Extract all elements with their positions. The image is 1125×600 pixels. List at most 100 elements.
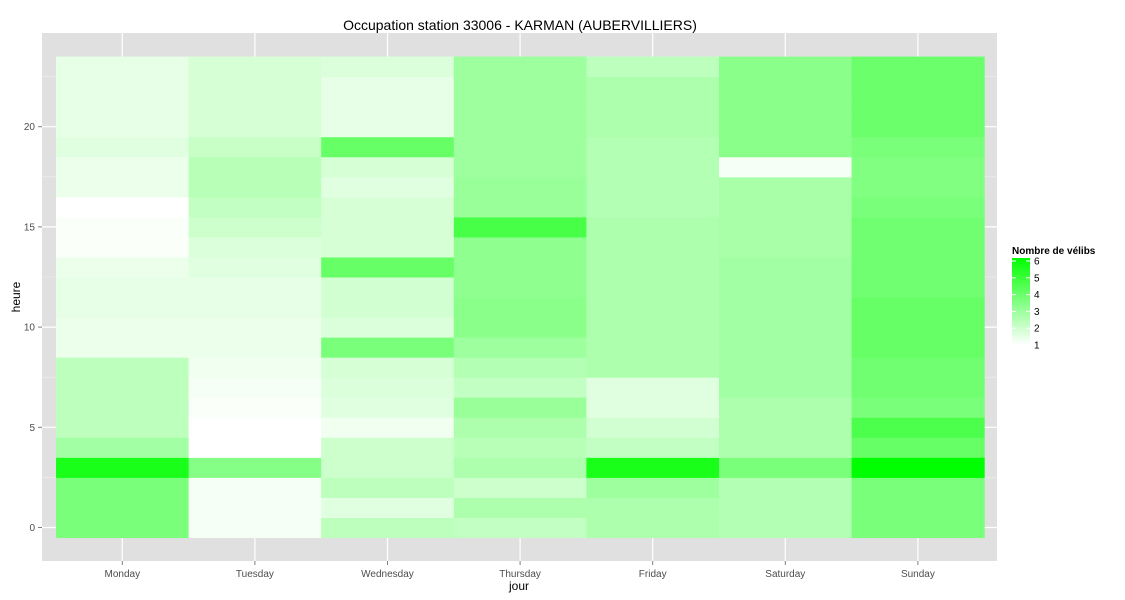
legend-colorbar [1012, 258, 1030, 345]
heatmap-cell [453, 417, 587, 438]
heatmap-cell [851, 517, 985, 539]
heatmap-cell [851, 156, 985, 178]
heatmap-cell [586, 417, 720, 438]
heatmap-cell [719, 196, 853, 218]
heatmap-cell [56, 397, 190, 418]
heatmap-cell [851, 96, 985, 118]
heatmap-cell [453, 76, 587, 98]
heatmap-cell [56, 196, 190, 218]
heatmap-cell [586, 377, 720, 398]
heatmap-cell [321, 277, 455, 298]
x-tick-label: Sunday [901, 569, 935, 580]
heatmap-cell [56, 457, 190, 478]
heatmap-cell [321, 417, 455, 438]
heatmap-cell [453, 337, 587, 358]
heatmap-cell [586, 196, 720, 218]
heatmap-cell [851, 397, 985, 418]
legend-label: 6 [1034, 257, 1040, 268]
heatmap-cell [321, 76, 455, 98]
heatmap-cell [851, 216, 985, 238]
heatmap-cell [188, 397, 322, 418]
heatmap-cell [56, 76, 190, 98]
heatmap-cell [719, 176, 853, 198]
chart-title: Occupation station 33006 - KARMAN (AUBER… [343, 17, 697, 33]
heatmap-cell [719, 497, 853, 518]
heatmap-cell [188, 236, 322, 258]
heatmap-cell [453, 236, 587, 258]
heatmap-cell [851, 56, 985, 78]
heatmap-cell [453, 297, 587, 318]
heatmap-cell [586, 517, 720, 539]
heatmap-cell [586, 317, 720, 338]
heatmap-cell [719, 337, 853, 358]
x-tick-label: Monday [105, 569, 141, 580]
heatmap-cell [188, 457, 322, 478]
heatmap-cells [56, 56, 985, 539]
heatmap-cell [56, 437, 190, 458]
heatmap-cell [453, 116, 587, 138]
heatmap-cell [453, 96, 587, 118]
heatmap-cell [453, 156, 587, 178]
legend-label: 3 [1034, 307, 1040, 318]
heatmap-cell [719, 357, 853, 378]
heatmap-cell [453, 176, 587, 198]
heatmap-cell [321, 517, 455, 539]
heatmap-cell [56, 377, 190, 398]
heatmap-cell [586, 236, 720, 258]
heatmap-cell [56, 417, 190, 438]
heatmap-cell [453, 377, 587, 398]
heatmap-cell [56, 297, 190, 318]
heatmap-cell [719, 377, 853, 398]
x-tick-label: Thursday [499, 569, 541, 580]
heatmap-cell [188, 76, 322, 98]
heatmap-cell [586, 397, 720, 418]
heatmap-cell [586, 136, 720, 158]
heatmap-cell [321, 437, 455, 458]
heatmap-cell [188, 277, 322, 298]
heatmap-cell [56, 477, 190, 498]
heatmap-cell [719, 457, 853, 478]
x-tick-label: Wednesday [361, 569, 414, 580]
heatmap-cell [719, 256, 853, 278]
heatmap-cell [56, 156, 190, 178]
y-tick-label: 5 [29, 423, 35, 434]
heatmap-cell [851, 76, 985, 98]
heatmap-cell [321, 457, 455, 478]
heatmap-cell [719, 156, 853, 178]
x-tick-label: Saturday [765, 569, 805, 580]
heatmap-cell [453, 277, 587, 298]
heatmap-cell [56, 216, 190, 238]
heatmap-cell [586, 96, 720, 118]
heatmap-cell [321, 397, 455, 418]
heatmap-cell [188, 96, 322, 118]
y-tick-label: 20 [24, 122, 36, 133]
heatmap-cell [719, 317, 853, 338]
heatmap-cell [851, 477, 985, 498]
heatmap-cell [56, 136, 190, 158]
heatmap-cell [188, 377, 322, 398]
heatmap-cell [188, 56, 322, 78]
heatmap-cell [851, 116, 985, 138]
heatmap-cell [851, 357, 985, 378]
heatmap-cell [453, 517, 587, 539]
heatmap-cell [188, 136, 322, 158]
heatmap-cell [56, 337, 190, 358]
heatmap-cell [586, 357, 720, 378]
x-axis-title: jour [508, 579, 529, 593]
heatmap-cell [321, 256, 455, 278]
x-tick-label: Tuesday [236, 569, 274, 580]
heatmap-cell [851, 297, 985, 318]
heatmap-cell [453, 437, 587, 458]
heatmap-cell [56, 96, 190, 118]
heatmap-cell [719, 56, 853, 78]
heatmap-cell [851, 196, 985, 218]
heatmap-cell [188, 437, 322, 458]
x-tick-label: Friday [639, 569, 667, 580]
heatmap-cell [321, 297, 455, 318]
heatmap-cell [56, 357, 190, 378]
heatmap-cell [188, 176, 322, 198]
heatmap-cell [188, 517, 322, 539]
heatmap-cell [851, 136, 985, 158]
heatmap-cell [719, 136, 853, 158]
heatmap-cell [56, 176, 190, 198]
